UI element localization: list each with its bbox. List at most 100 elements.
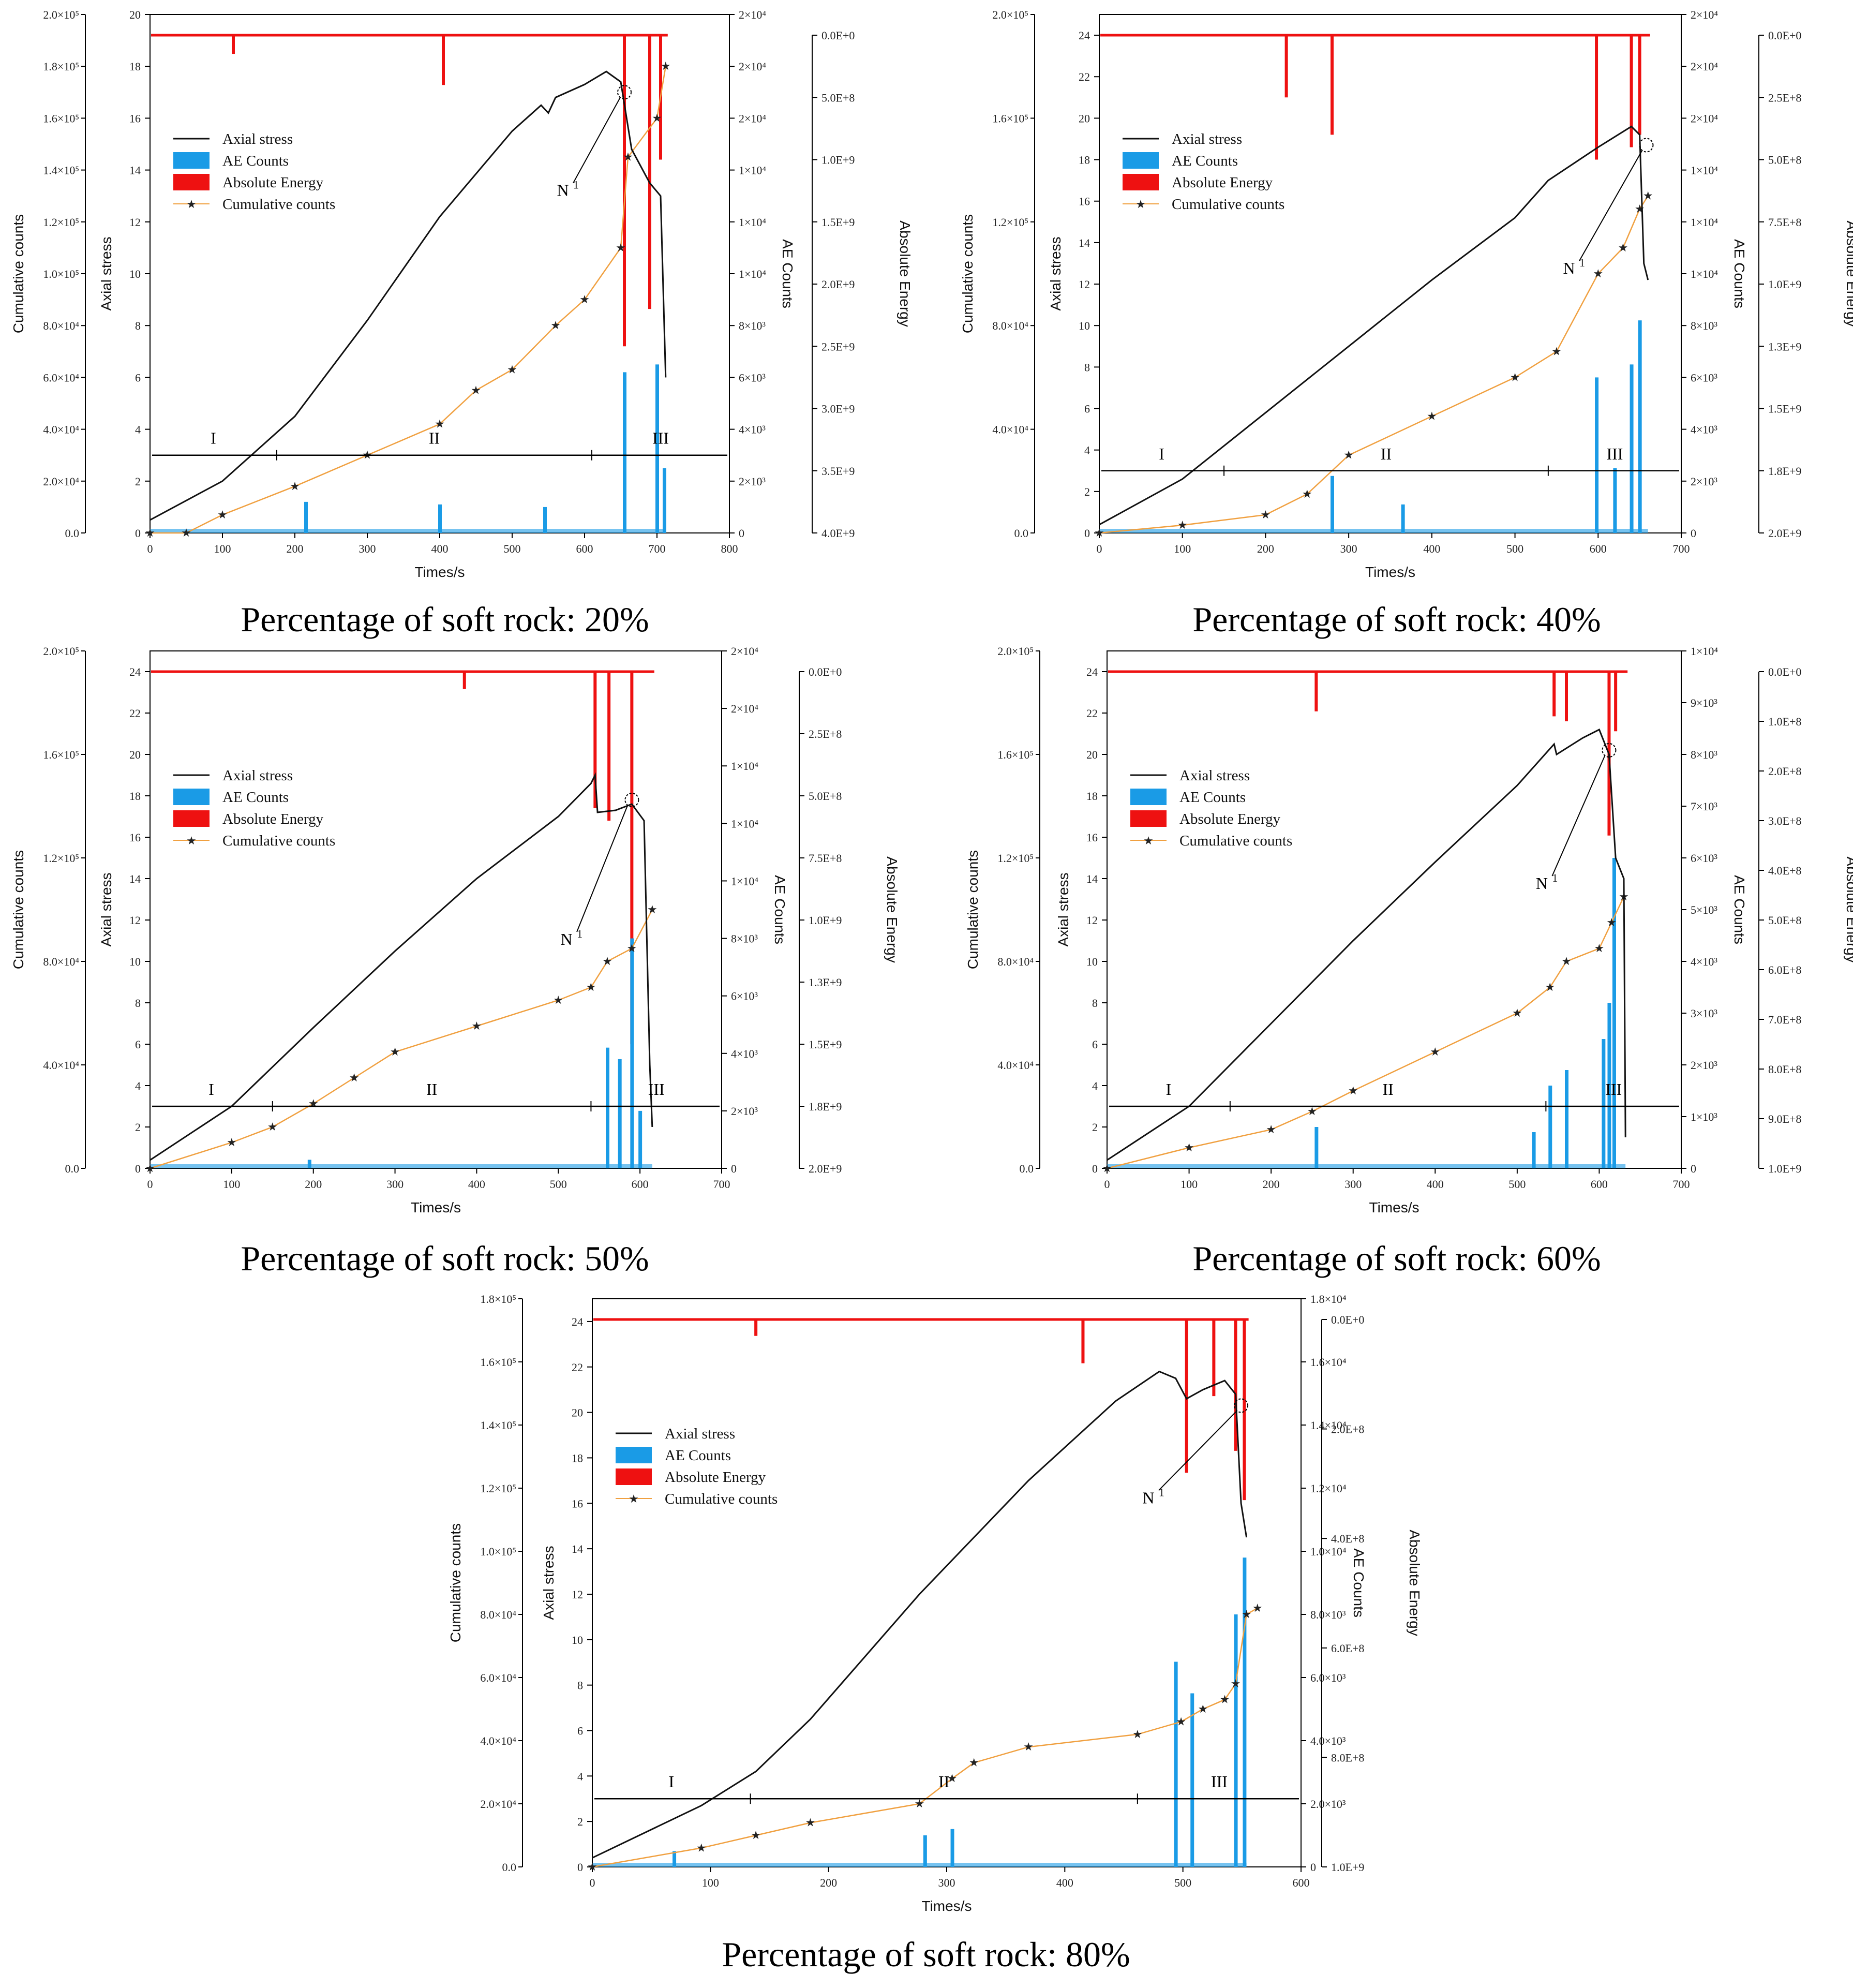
ae-tick-label: 2×10⁴ bbox=[739, 8, 766, 21]
cumulative-tick-label: 1.8×10⁵ bbox=[480, 1293, 516, 1305]
x-tick-label: 700 bbox=[649, 542, 666, 555]
ae-counts-baseline bbox=[150, 529, 666, 533]
peak-marker bbox=[1234, 1398, 1249, 1413]
x-tick-label: 500 bbox=[1174, 1876, 1191, 1889]
chart-panel-1: 0 100 200 300 400 500 600 700 800Times/s02468101… bbox=[10, 8, 913, 639]
cumulative-tick-label: 1.0×10⁵ bbox=[480, 1545, 516, 1558]
ae-tick-label: 0 bbox=[731, 1162, 737, 1175]
energy-tick-label: 0.0E+0 bbox=[821, 29, 855, 42]
energy-tick-label: 1.0E+8 bbox=[1768, 715, 1801, 728]
axial-stress-line bbox=[1107, 728, 1626, 1161]
energy-tick-label: 1.3E+9 bbox=[1768, 340, 1801, 353]
energy-tick-label: 1.3E+9 bbox=[809, 976, 842, 989]
energy-tick-label: 2.5E+9 bbox=[821, 340, 855, 353]
ae-tick-label: 2×10⁴ bbox=[731, 645, 758, 658]
cumulative-tick-label: 4.0×10⁴ bbox=[43, 1059, 79, 1072]
cumulative-tick-label: 1.8×10⁵ bbox=[43, 60, 79, 73]
axial-stress-line bbox=[150, 70, 667, 521]
cumulative-marker-2: ★ bbox=[227, 1136, 237, 1149]
cumulative-tick-label: 0.0 bbox=[502, 1861, 517, 1874]
ae-tick-label: 1.6×10⁴ bbox=[1310, 1356, 1347, 1369]
cumulative-tick-label: 6.0×10⁴ bbox=[480, 1671, 516, 1684]
stress-tick-label: 14 bbox=[129, 164, 141, 177]
absolute-energy-axis-label: Absolute Energy bbox=[1844, 220, 1853, 327]
legend-item-2: AE Counts bbox=[222, 153, 289, 169]
legend-item-1: Axial stress bbox=[1172, 131, 1242, 147]
stress-tick-label: 6 bbox=[577, 1724, 583, 1737]
cumulative-tick-label: 4.0×10⁴ bbox=[480, 1734, 516, 1747]
x-tick-label: 100 bbox=[1174, 542, 1191, 555]
stress-tick-label: 18 bbox=[572, 1451, 583, 1464]
cumulative-tick-label: 4.0×10⁴ bbox=[992, 423, 1028, 436]
legend-item-3: Absolute Energy bbox=[665, 1469, 766, 1486]
energy-tick-label: 2.0E+9 bbox=[821, 278, 855, 291]
cumulative-marker-1: ★ bbox=[1094, 526, 1104, 539]
x-tick-label: 600 bbox=[1591, 1178, 1608, 1191]
ae-tick-label: 6×10³ bbox=[739, 371, 766, 384]
ae-tick-label: 8×10³ bbox=[739, 319, 766, 332]
panel-caption-2: Percentage of soft rock: 40% bbox=[1192, 600, 1601, 639]
legend-item-1: Axial stress bbox=[222, 767, 293, 784]
cumulative-marker-7: ★ bbox=[471, 383, 481, 396]
ae-counts-bar-5 bbox=[638, 1110, 642, 1168]
legend-item-1: Axial stress bbox=[222, 131, 293, 147]
energy-tick-label: 5.0E+8 bbox=[1768, 154, 1801, 167]
ae-tick-label: 8.0×10³ bbox=[1310, 1608, 1346, 1621]
ae-counts-bar-6 bbox=[1638, 320, 1642, 533]
cumulative-tick-label: 2.0×10⁵ bbox=[43, 8, 79, 21]
x-tick-label: 0 bbox=[147, 1178, 153, 1191]
peak-leader-line bbox=[573, 97, 621, 184]
stage-label-2: II bbox=[429, 429, 440, 448]
cumulative-tick-label: 0.0 bbox=[1014, 527, 1029, 540]
cumulative-marker-10: ★ bbox=[579, 293, 590, 306]
energy-tick-label: 3.0E+8 bbox=[1768, 814, 1801, 827]
ae-counts-bar-4 bbox=[1174, 1661, 1178, 1867]
cumulative-tick-label: 2.0×10⁴ bbox=[43, 475, 79, 488]
legend-swatch-energy bbox=[173, 174, 210, 190]
ae-counts-bar-5 bbox=[655, 364, 659, 533]
cumulative-marker-11: ★ bbox=[1635, 202, 1645, 215]
x-axis-label: Times/s bbox=[411, 1199, 461, 1215]
cumulative-marker-11: ★ bbox=[616, 241, 626, 254]
cumulative-marker-3: ★ bbox=[751, 1829, 761, 1842]
stress-tick-label: 8 bbox=[1084, 361, 1090, 374]
stress-tick-label: 18 bbox=[1079, 154, 1090, 167]
ae-counts-bar-2 bbox=[923, 1835, 927, 1867]
ae-tick-label: 2×10³ bbox=[1691, 1059, 1717, 1072]
stress-tick-label: 16 bbox=[1086, 831, 1098, 844]
energy-tick-label: 2.0E+9 bbox=[1768, 527, 1801, 540]
x-tick-label: 700 bbox=[713, 1178, 730, 1191]
ae-counts-bar-2 bbox=[1532, 1132, 1536, 1168]
axial-stress-axis-label: Axial stress bbox=[1048, 236, 1064, 310]
cumulative-tick-label: 1.2×10⁵ bbox=[992, 216, 1028, 229]
stress-tick-label: 0 bbox=[135, 527, 141, 540]
legend-item-4: Cumulative counts bbox=[1179, 833, 1292, 849]
stress-tick-label: 18 bbox=[129, 790, 141, 803]
stress-tick-label: 16 bbox=[1079, 195, 1090, 208]
x-tick-label: 300 bbox=[359, 542, 376, 555]
peak-leader-line bbox=[1551, 755, 1606, 877]
ae-tick-label: 2.0×10³ bbox=[1310, 1798, 1346, 1811]
legend-swatch-ae-counts bbox=[616, 1447, 652, 1463]
cumulative-marker-10: ★ bbox=[1618, 241, 1628, 254]
ae-tick-label: 5×10³ bbox=[1691, 903, 1717, 916]
legend-swatch-ae-counts bbox=[173, 789, 210, 805]
stage-label-1: I bbox=[211, 429, 216, 448]
stress-tick-label: 12 bbox=[1079, 278, 1090, 291]
ae-tick-label: 0 bbox=[1691, 527, 1696, 540]
panel-caption-5: Percentage of soft rock: 80% bbox=[722, 1935, 1130, 1974]
x-tick-label: 800 bbox=[721, 542, 738, 555]
energy-tick-label: 1.5E+9 bbox=[1768, 403, 1801, 416]
chart-panel-2: 0 100 200 300 400 500 600 700Times/s02468101214… bbox=[960, 8, 1853, 639]
x-tick-label: 0 bbox=[590, 1876, 595, 1889]
cumulative-tick-label: 8.0×10⁴ bbox=[992, 319, 1028, 332]
stage-label-1: I bbox=[1166, 1080, 1172, 1099]
stress-tick-label: 14 bbox=[1086, 872, 1098, 885]
stress-tick-label: 16 bbox=[129, 831, 141, 844]
ae-tick-label: 2×10⁴ bbox=[739, 112, 766, 125]
axial-stress-axis-label: Axial stress bbox=[98, 872, 114, 946]
energy-tick-label: 2.0E+9 bbox=[809, 1162, 842, 1175]
ae-counts-axis-label: AE Counts bbox=[1731, 239, 1747, 308]
legend-cumulative-star: ★ bbox=[629, 1492, 639, 1505]
